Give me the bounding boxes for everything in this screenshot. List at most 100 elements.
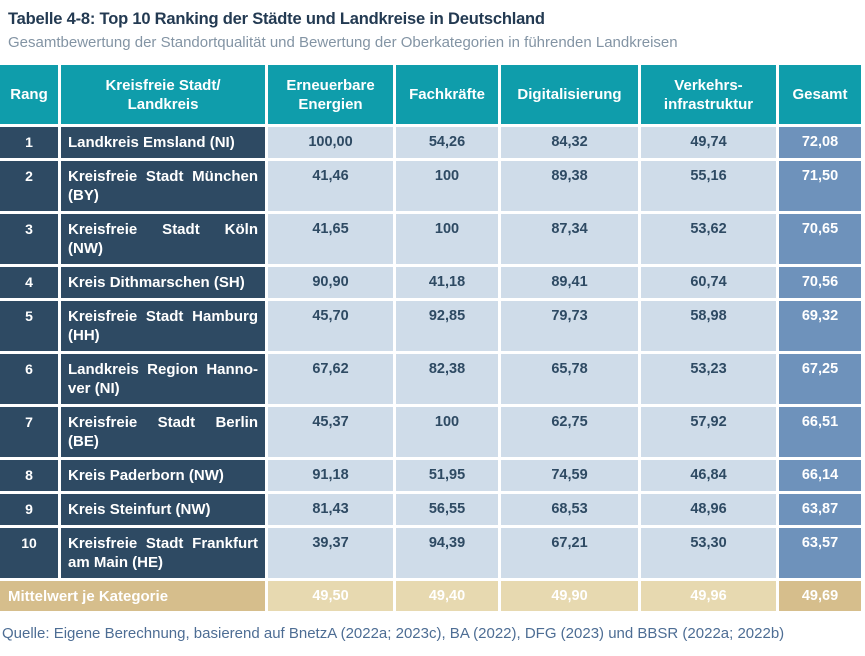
district-cell: Kreisfreie Stadt Frankfurt am Main (HE) [61,528,265,578]
column-header-5: Digitalisierung [501,65,638,124]
mean-score-cell-verkehr: 49,96 [641,581,776,611]
table-row: 6 Landkreis Region Hanno- ver (NI) 67,62 82… [0,354,861,404]
rank-cell: 10 [0,528,58,578]
table-row: 9 Kreis Steinfurt (NW) 81,43 56,55 68,53 48,9… [0,494,861,525]
district-cell: Kreisfreie Stadt Berlin (BE) [61,407,265,457]
score-cell-fachkraefte: 100 [396,407,498,457]
score-cell-digitalisierung: 65,78 [501,354,638,404]
district-name-line: Landkreis Region Hanno- [68,361,258,378]
score-cell-verkehr: 60,74 [641,267,776,298]
score-cell-verkehr: 58,98 [641,301,776,351]
district-cell: Kreis Steinfurt (NW) [61,494,265,525]
table-title: Tabelle 4-8: Top 10 Ranking der Städte u… [8,10,545,28]
table-row: 5 Kreisfreie Stadt Hamburg (HH) 45,70 92,85… [0,301,861,351]
rank-cell: 6 [0,354,58,404]
score-cell-digitalisierung: 67,21 [501,528,638,578]
score-cell-digitalisierung: 68,53 [501,494,638,525]
column-header-4: Fachkräfte [396,65,498,124]
district-cell: Kreis Dithmarschen (SH) [61,267,265,298]
total-score-cell: 72,08 [779,127,861,158]
score-cell-fachkraefte: 51,95 [396,460,498,491]
district-name-line: (BY) [68,187,99,204]
score-cell-erneuerbare: 45,70 [268,301,393,351]
score-cell-verkehr: 53,23 [641,354,776,404]
district-name-line: am Main (HE) [68,554,164,571]
score-cell-digitalisierung: 79,73 [501,301,638,351]
rank-cell: 8 [0,460,58,491]
district-cell: Landkreis Emsland (NI) [61,127,265,158]
mean-total-cell: 49,69 [779,581,861,611]
score-cell-verkehr: 55,16 [641,161,776,211]
report-page: Tabelle 4-8: Top 10 Ranking der Städte u… [0,10,864,642]
score-cell-verkehr: 46,84 [641,460,776,491]
district-name-line: Kreisfreie Stadt Frankfurt [68,535,258,552]
district-name-line: Landkreis Emsland (NI) [68,134,235,151]
score-cell-fachkraefte: 56,55 [396,494,498,525]
score-cell-fachkraefte: 94,39 [396,528,498,578]
table-row: 7 Kreisfreie Stadt Berlin (BE) 45,37 100 62,… [0,407,861,457]
score-cell-digitalisierung: 89,38 [501,161,638,211]
score-cell-fachkraefte: 100 [396,214,498,264]
score-cell-fachkraefte: 82,38 [396,354,498,404]
score-cell-erneuerbare: 67,62 [268,354,393,404]
rank-cell: 1 [0,127,58,158]
score-cell-verkehr: 48,96 [641,494,776,525]
score-cell-verkehr: 53,30 [641,528,776,578]
district-name-line: (HH) [68,327,100,344]
table-row: 4 Kreis Dithmarschen (SH) 90,90 41,18 89,41 6… [0,267,861,298]
total-score-cell: 70,56 [779,267,861,298]
score-cell-digitalisierung: 89,41 [501,267,638,298]
district-name-line: Kreisfreie Stadt Berlin [68,414,258,431]
mean-score-cell-fachkraefte: 49,40 [396,581,498,611]
table-subtitle: Gesamtbewertung der Standortqualität und… [8,34,678,51]
district-name-line: (NW) [68,240,103,257]
table-row: 1 Landkreis Emsland (NI) 100,00 54,26 84,32 4… [0,127,861,158]
district-cell: Landkreis Region Hanno- ver (NI) [61,354,265,404]
score-cell-digitalisierung: 62,75 [501,407,638,457]
score-cell-erneuerbare: 45,37 [268,407,393,457]
mean-score-cell-erneuerbare: 49,50 [268,581,393,611]
score-cell-erneuerbare: 41,65 [268,214,393,264]
total-score-cell: 70,65 [779,214,861,264]
district-cell: Kreisfreie Stadt München (BY) [61,161,265,211]
score-cell-digitalisierung: 74,59 [501,460,638,491]
rank-cell: 3 [0,214,58,264]
table-body: 1 Landkreis Emsland (NI) 100,00 54,26 84,32 4… [0,127,861,578]
score-cell-erneuerbare: 100,00 [268,127,393,158]
header-row: Rang Kreisfreie Stadt/ Landkreis Erneuerba… [0,65,861,124]
score-cell-verkehr: 49,74 [641,127,776,158]
column-header-1: Rang [0,65,58,124]
ranking-table: Rang Kreisfreie Stadt/ Landkreis Erneuerba… [0,62,864,614]
total-score-cell: 66,51 [779,407,861,457]
mean-label-cell: Mittelwert je Kategorie [0,581,265,611]
rank-cell: 2 [0,161,58,211]
score-cell-fachkraefte: 100 [396,161,498,211]
district-name-line: ver (NI) [68,380,120,397]
district-name-line: Kreis Dithmarschen (SH) [68,274,245,291]
score-cell-digitalisierung: 84,32 [501,127,638,158]
total-score-cell: 63,57 [779,528,861,578]
total-score-cell: 63,87 [779,494,861,525]
score-cell-fachkraefte: 54,26 [396,127,498,158]
column-header-6: Verkehrs- infrastruktur [641,65,776,124]
district-name-line: Kreisfreie Stadt Hamburg [68,308,258,325]
score-cell-erneuerbare: 90,90 [268,267,393,298]
column-header-3: Erneuerbare Energien [268,65,393,124]
district-name-line: Kreisfreie Stadt Köln [68,221,258,238]
score-cell-erneuerbare: 39,37 [268,528,393,578]
score-cell-verkehr: 53,62 [641,214,776,264]
total-score-cell: 66,14 [779,460,861,491]
district-name-line: Kreis Paderborn (NW) [68,467,224,484]
table-row: 3 Kreisfreie Stadt Köln (NW) 41,65 100 87,34… [0,214,861,264]
score-cell-fachkraefte: 92,85 [396,301,498,351]
mean-row: Mittelwert je Kategorie 49,50 49,40 49,90 49… [0,581,861,611]
score-cell-digitalisierung: 87,34 [501,214,638,264]
score-cell-erneuerbare: 81,43 [268,494,393,525]
rank-cell: 5 [0,301,58,351]
total-score-cell: 67,25 [779,354,861,404]
table-row: 8 Kreis Paderborn (NW) 91,18 51,95 74,59 46,8… [0,460,861,491]
total-score-cell: 69,32 [779,301,861,351]
column-header-7: Gesamt [779,65,861,124]
rank-cell: 7 [0,407,58,457]
table-row: 10 Kreisfreie Stadt Frankfurt am Main (HE… [0,528,861,578]
